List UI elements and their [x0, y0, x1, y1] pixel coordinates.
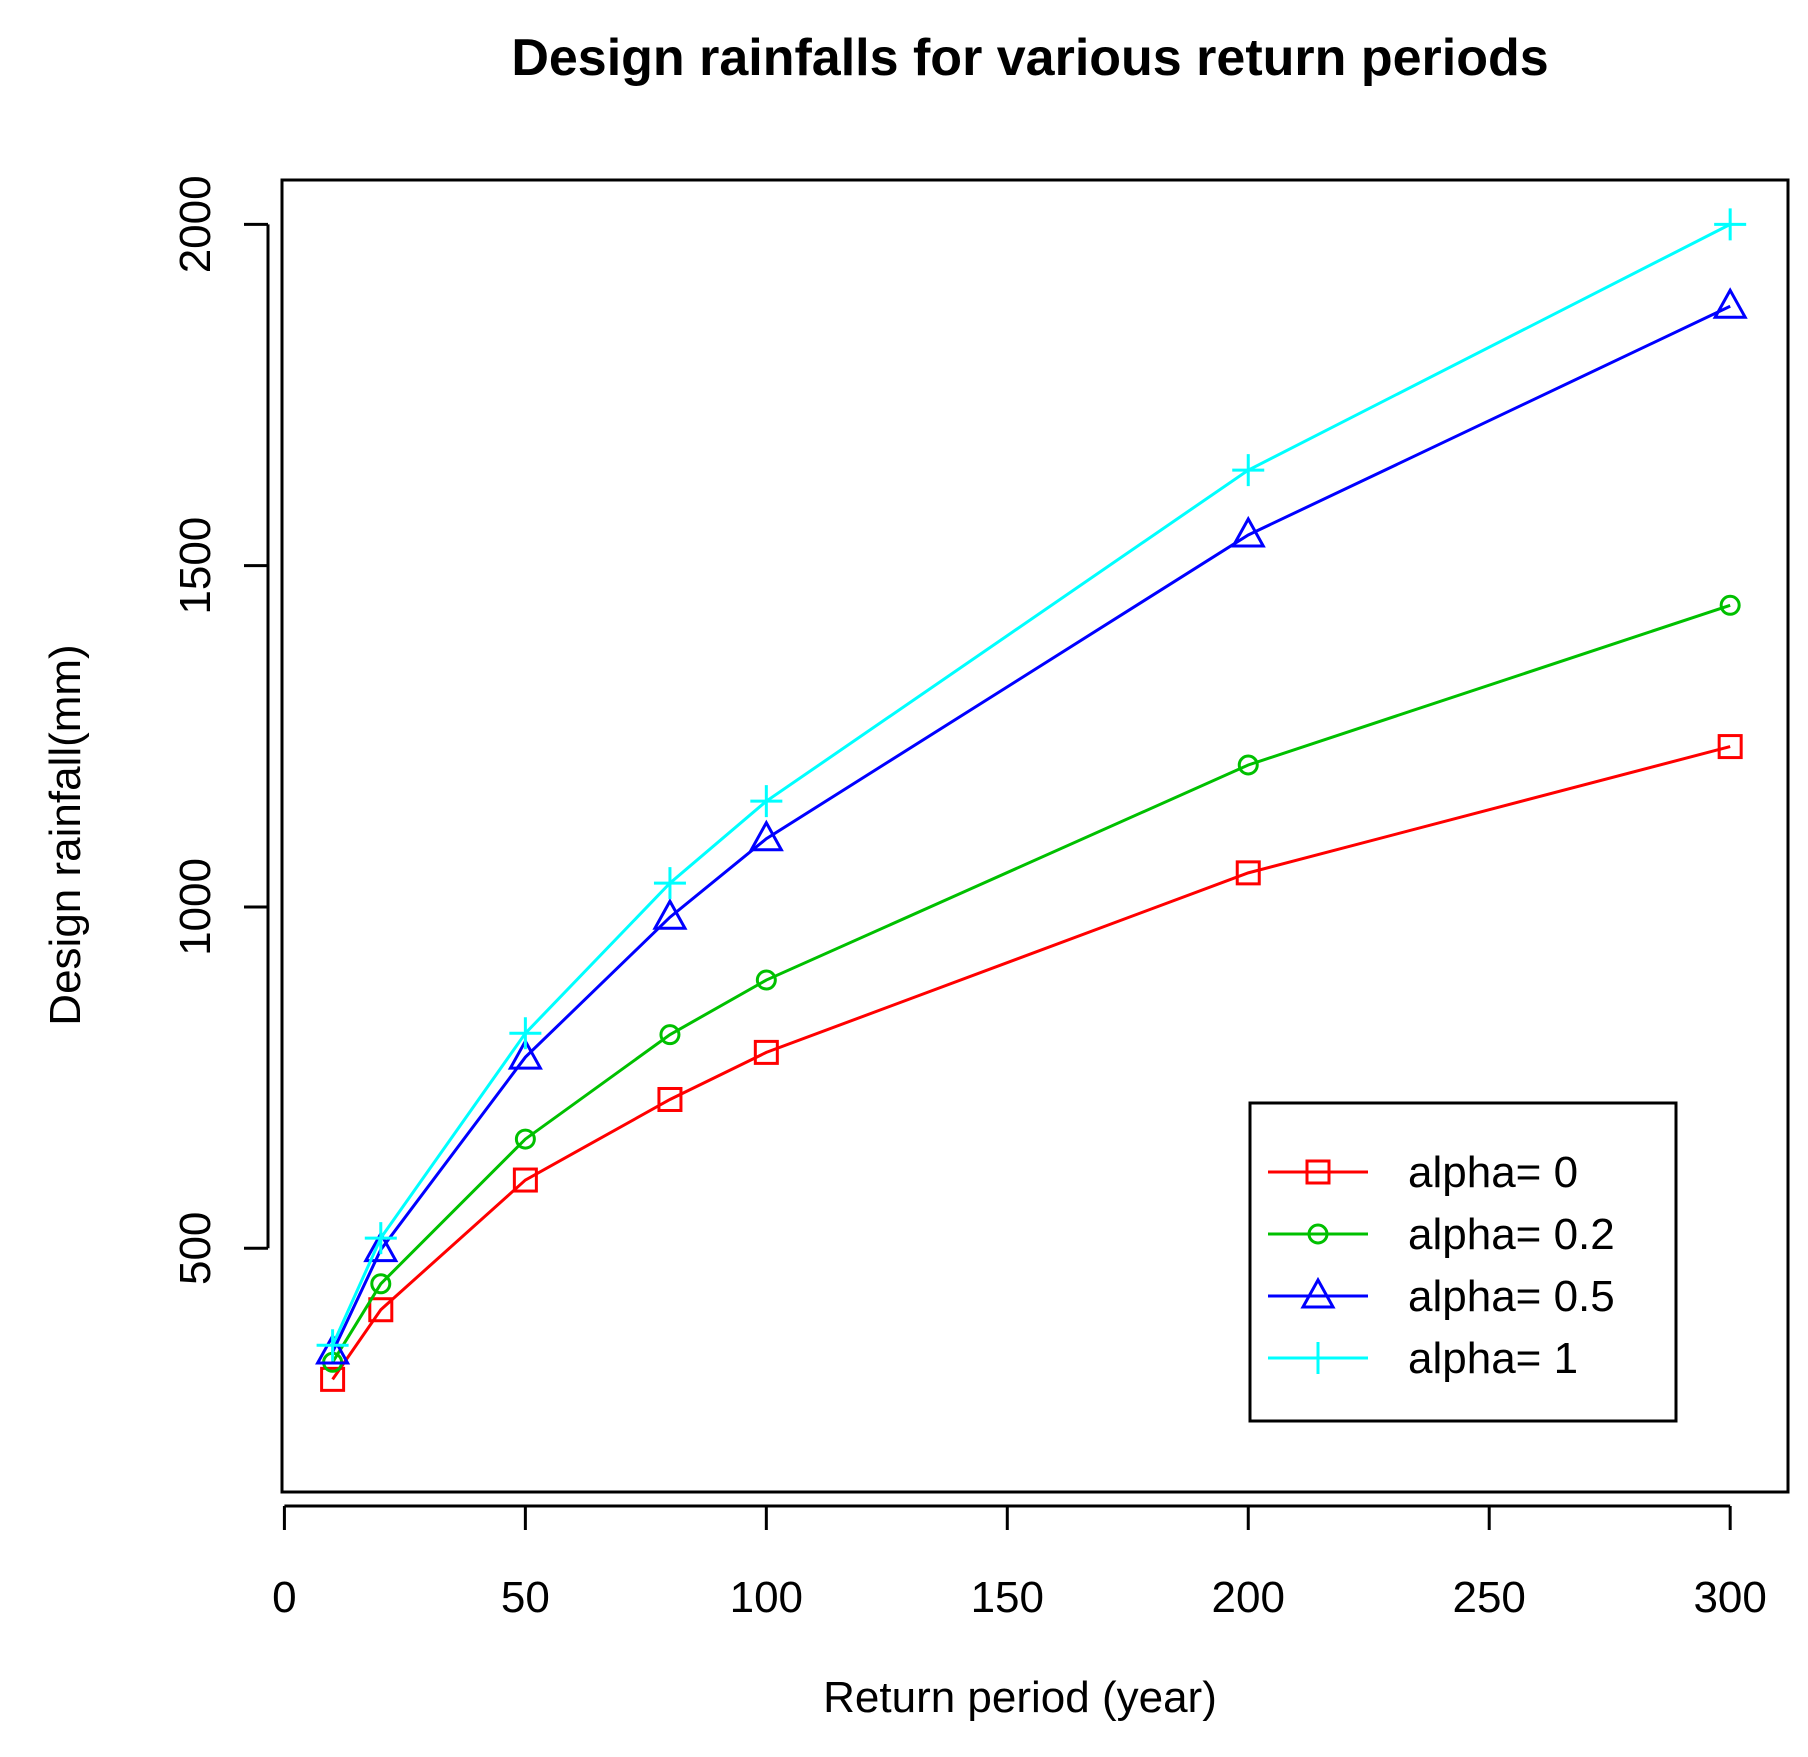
data-point	[1235, 860, 1261, 886]
data-point	[653, 867, 686, 900]
data-point	[755, 969, 777, 991]
legend-entry: alpha= 0	[1268, 1148, 1578, 1197]
data-point	[368, 1297, 394, 1323]
data-point	[315, 1332, 351, 1365]
series-line	[331, 603, 1731, 1364]
legend-marker	[1302, 1342, 1334, 1374]
data-point	[748, 819, 784, 852]
data-point	[1232, 454, 1265, 487]
data-point	[1712, 287, 1748, 319]
data-point	[1714, 208, 1747, 241]
legend-entry: alpha= 0.2	[1268, 1210, 1615, 1259]
legend-box	[1248, 1101, 1678, 1423]
y-axis: 500 1000 1500 2000	[171, 175, 270, 1285]
data-point	[320, 1366, 346, 1392]
y-tick-label: 500	[171, 1212, 220, 1285]
data-point	[364, 1222, 397, 1255]
data-point	[657, 1086, 683, 1112]
x-tick-label: 100	[730, 1573, 803, 1622]
y-tick-label: 1000	[171, 858, 220, 956]
x-tick-label: 200	[1212, 1573, 1285, 1622]
plot-frame	[280, 178, 1790, 1494]
data-point	[363, 1230, 399, 1263]
data-point	[509, 1017, 542, 1050]
chart-title: Design rainfalls for various return peri…	[511, 29, 1548, 87]
data-point	[659, 1024, 681, 1046]
x-tick-label: 250	[1452, 1573, 1525, 1622]
y-tick-label: 1500	[171, 517, 220, 615]
legend-marker	[1305, 1159, 1331, 1185]
x-tick-label: 150	[971, 1573, 1044, 1622]
legend: alpha= 0 alpha= 0.2 alpha= 0.5 alpha= 1	[1248, 1101, 1678, 1423]
legend-label: alpha= 0	[1408, 1148, 1578, 1197]
data-point	[512, 1167, 538, 1193]
y-axis-label: Design rainfall(mm)	[41, 644, 90, 1025]
x-axis: 0 50 100 150 200 250 300	[272, 1504, 1767, 1622]
series-0	[320, 734, 1743, 1392]
data-point	[1717, 734, 1743, 760]
legend-label: alpha= 1	[1408, 1334, 1578, 1383]
x-axis-label: Return period (year)	[823, 1673, 1217, 1722]
legend-entry: alpha= 1	[1268, 1334, 1578, 1383]
data-point	[1237, 754, 1259, 776]
x-tick-label: 0	[272, 1573, 296, 1622]
legend-entry: alpha= 0.5	[1268, 1272, 1615, 1321]
series-line	[331, 745, 1731, 1381]
data-point	[316, 1329, 349, 1362]
series-layer	[315, 208, 1748, 1392]
data-point	[370, 1273, 392, 1295]
legend-label: alpha= 0.2	[1408, 1210, 1615, 1259]
data-point	[1719, 594, 1741, 616]
data-point	[1230, 515, 1266, 548]
data-point	[652, 898, 688, 930]
legend-marker	[1307, 1223, 1329, 1245]
legend-label: alpha= 0.5	[1408, 1272, 1615, 1321]
data-point	[750, 785, 783, 818]
series-3	[316, 208, 1747, 1362]
y-tick-label: 2000	[171, 175, 220, 273]
data-point	[753, 1039, 779, 1065]
data-point	[514, 1128, 536, 1150]
legend-marker	[1300, 1276, 1336, 1309]
x-tick-label: 300	[1693, 1573, 1766, 1622]
x-tick-label: 50	[501, 1573, 550, 1622]
data-point	[507, 1038, 543, 1070]
